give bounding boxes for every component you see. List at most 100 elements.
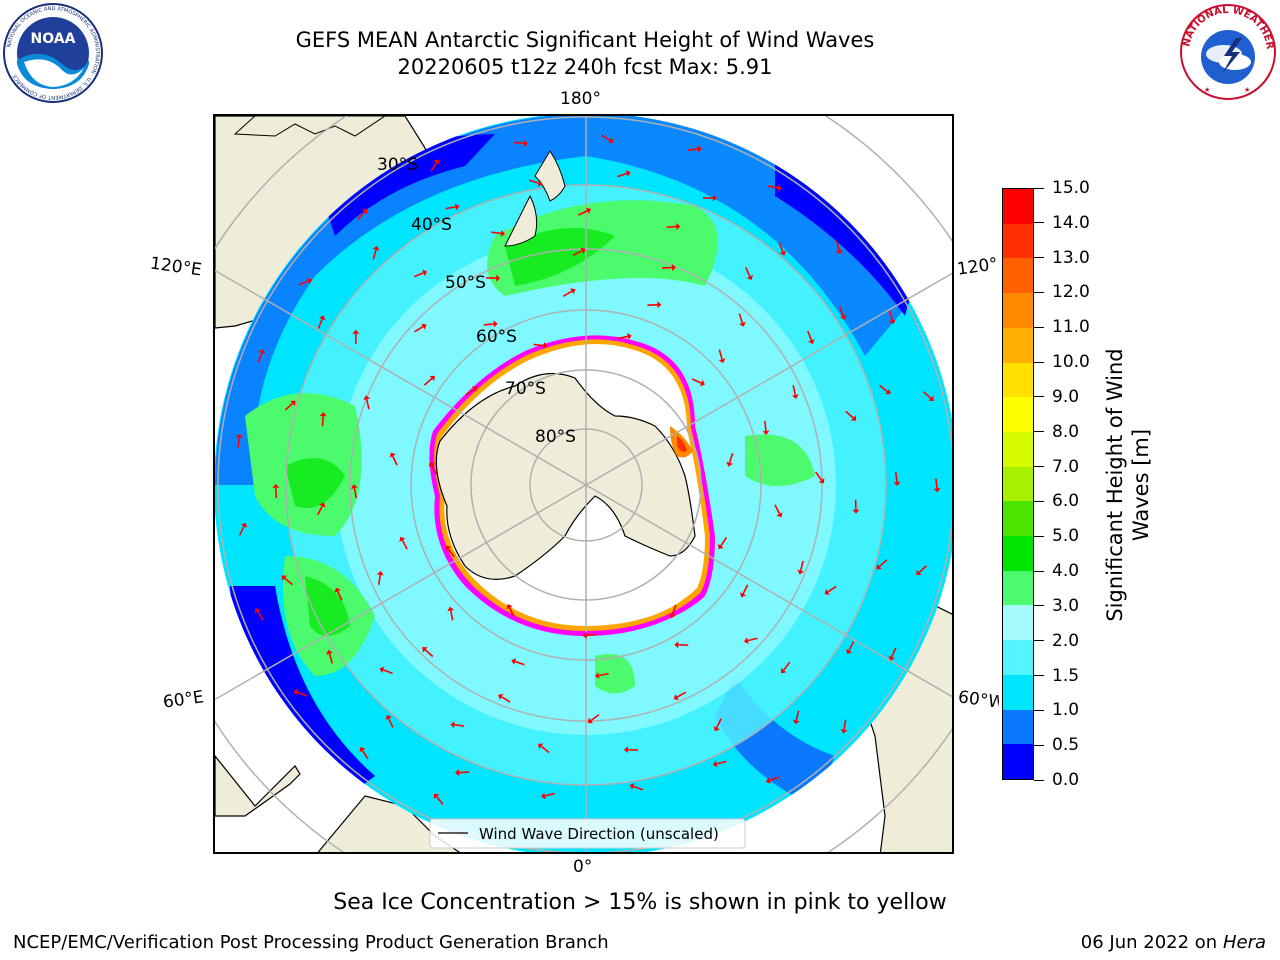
- wind-arrow-shaft: [691, 378, 702, 384]
- lon-label-180: 180°: [560, 89, 601, 109]
- wind-arrow-head: [389, 452, 396, 458]
- colorbar-tick: [1034, 431, 1044, 433]
- wind-arrow-head: [657, 301, 662, 309]
- colorbar-tick-label: 14.0: [1052, 212, 1090, 233]
- wind-arrow-head: [350, 484, 358, 489]
- wind-arrow-shaft: [783, 661, 791, 671]
- wind-arrow-shaft: [745, 267, 751, 277]
- footer-date: 06 Jun 2022 on Hera: [1080, 932, 1266, 953]
- wind-arrow-head: [422, 647, 428, 653]
- wind-arrow-head: [674, 641, 679, 649]
- wind-arrow-head: [429, 375, 435, 382]
- wind-arrow-shaft: [792, 385, 797, 396]
- chart-title: GEFS MEAN Antarctic Significant Height o…: [295, 28, 875, 52]
- wind-arrow-head: [587, 717, 593, 724]
- lat-label-40: 40°S: [411, 215, 452, 235]
- wind-arrow-head: [433, 793, 440, 799]
- wind-arrow-head: [258, 349, 266, 355]
- colorbar-tick-label: 13.0: [1052, 247, 1090, 268]
- colorbar-tick-label: 10.0: [1052, 352, 1090, 373]
- wind-arrow-shaft: [459, 771, 470, 774]
- wind-arrow-head: [876, 563, 882, 570]
- wind-arrow-shaft: [544, 792, 555, 797]
- colorbar-tick: [1034, 535, 1044, 537]
- ocean-field: [215, 116, 952, 852]
- wind-arrow-shaft: [382, 669, 393, 675]
- colorbar-segment: [1003, 605, 1033, 641]
- colorbar-tick: [1034, 361, 1044, 363]
- wind-arrow-shaft: [321, 416, 324, 427]
- colorbar-tick-label: 0.0: [1052, 770, 1080, 790]
- colorbar-segment: [1003, 536, 1033, 571]
- map-canvas: 30°S 40°S 50°S 60°S 70°S 80°S Wind Wave …: [215, 116, 952, 852]
- wind-arrow-head: [319, 502, 326, 508]
- colorbar-tick-label: 9.0: [1052, 386, 1080, 407]
- wind-arrow-head: [888, 319, 896, 325]
- wind-arrow-head: [363, 395, 371, 401]
- colorbar-tick-label: 4.0: [1052, 561, 1080, 582]
- lon-label-120e: 120°E: [148, 253, 203, 281]
- wind-arrow-shaft: [298, 280, 309, 286]
- wind-arrow-head: [445, 545, 452, 551]
- wind-arrow-shaft: [533, 343, 544, 347]
- svg-text:★: ★: [1204, 86, 1210, 94]
- wind-arrow-head: [669, 613, 676, 619]
- wind-arrow-head: [582, 631, 587, 639]
- wind-arrow-head: [352, 329, 360, 334]
- wind-arrow-head: [697, 145, 702, 153]
- wind-arrow-shaft: [316, 505, 324, 516]
- nws-logo: NATIONAL WEATHER SERVICE ★ ★: [1174, 0, 1278, 102]
- wind-arrow-shaft: [715, 718, 722, 729]
- wind-arrow-head: [629, 783, 635, 790]
- colorbar-segment: [1003, 431, 1033, 467]
- wind-arrow-shaft: [423, 377, 433, 386]
- wind-arrow-head: [543, 342, 548, 350]
- colorbar-segment: [1003, 640, 1033, 675]
- sea-ice-note: Sea Ice Concentration > 15% is shown in …: [333, 890, 947, 915]
- wind-arrow-head: [928, 395, 934, 401]
- wind-arrow-shaft: [843, 719, 847, 730]
- wind-arrow-shaft: [353, 487, 358, 499]
- wind-arrow-shaft: [894, 472, 898, 483]
- colorbar-tick-label: 11.0: [1052, 317, 1090, 338]
- wind-arrow-head: [797, 569, 805, 575]
- colorbar-tick-label: 3.0: [1052, 595, 1080, 616]
- wind-arrow-head: [447, 606, 455, 612]
- wind-arrow-head: [625, 170, 631, 177]
- wind-arrow-shaft: [336, 591, 343, 601]
- wind-arrow-shaft: [414, 325, 424, 333]
- wind-arrow-head: [428, 461, 435, 467]
- wind-arrow-shaft: [687, 148, 698, 151]
- colorbar-tick: [1034, 709, 1044, 711]
- wind-arrow-head: [780, 668, 787, 674]
- wind-arrow-shaft: [256, 611, 264, 621]
- wind-arrow-shaft: [297, 691, 308, 697]
- wind-arrow-head: [608, 137, 614, 144]
- polar-map: 30°S 40°S 50°S 60°S 70°S 80°S Wind Wave …: [213, 114, 954, 854]
- colorbar-tick: [1034, 640, 1044, 642]
- wind-arrow-head: [712, 760, 718, 768]
- wind-arrow-shaft: [747, 637, 758, 642]
- wind-arrow-head: [281, 575, 288, 581]
- colorbar-tick: [1034, 291, 1044, 293]
- colorbar-tick-label: 7.0: [1052, 456, 1080, 477]
- wind-arrow-head: [421, 323, 427, 330]
- wind-arrow-shaft: [879, 384, 888, 393]
- wind-arrow-head: [361, 208, 368, 215]
- wind-arrow-head: [676, 223, 681, 231]
- wind-arrow-head: [885, 388, 891, 395]
- colorbar-tick: [1034, 779, 1044, 781]
- wind-arrow-head: [776, 512, 783, 518]
- lat-label-50: 50°S: [445, 273, 486, 293]
- wind-arrow-head: [824, 589, 830, 595]
- colorbar-segment: [1003, 258, 1033, 294]
- wind-arrow-shaft: [238, 525, 245, 536]
- wind-arrow-shaft: [387, 718, 394, 728]
- wind-arrow-shaft: [845, 410, 854, 419]
- wind-arrow-shaft: [671, 604, 677, 615]
- wind-arrow-head: [538, 743, 544, 750]
- colorbar-tick: [1034, 570, 1044, 572]
- wind-arrow-shaft: [508, 607, 515, 617]
- wind-arrow-head: [777, 184, 782, 192]
- wind-arrow-shaft: [742, 584, 749, 595]
